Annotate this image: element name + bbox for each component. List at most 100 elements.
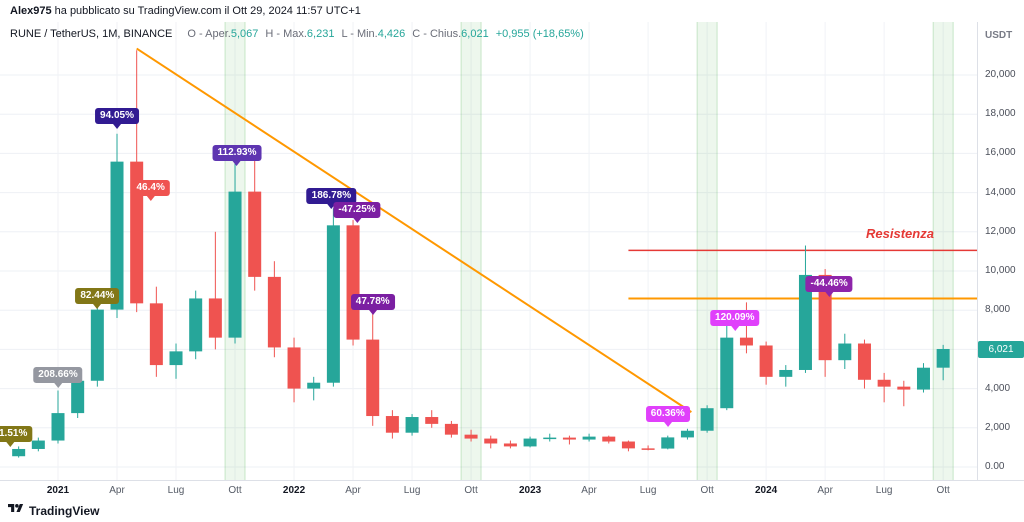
close-label: C - Chius.	[412, 28, 462, 40]
high-value: 6,231	[306, 28, 335, 40]
percent-change-badge[interactable]: -47.25%	[333, 201, 381, 223]
candle-body-2020-11	[12, 448, 26, 457]
brand-name[interactable]: TradingView	[29, 504, 100, 518]
candle-body-2021-09	[208, 298, 222, 338]
candle-body-2021-06	[149, 303, 163, 366]
price-chart-canvas[interactable]	[0, 22, 977, 480]
candle-body-2023-01	[523, 438, 537, 447]
candle-body-2023-06	[621, 441, 635, 449]
candle-body-2021-07	[169, 351, 183, 366]
price-axis[interactable]: USDT 6,021 20,000 18,000 16,000 14,000 12,00…	[977, 22, 1024, 480]
candle-body-2023-12	[739, 337, 753, 346]
percent-change-badge[interactable]: -44.46%	[805, 276, 853, 298]
time-tick-label: Lug	[167, 485, 185, 496]
candle-body-2022-06	[385, 416, 399, 433]
percent-change-badge[interactable]: 120.09%	[710, 309, 760, 331]
price-tick-label: 14,000	[985, 186, 1016, 198]
time-tick-label: Ott	[700, 485, 714, 496]
last-price-tag: 6,021	[978, 340, 1024, 358]
candle-body-2024-10	[936, 348, 950, 368]
time-tick-label: Ott	[936, 485, 950, 496]
candle-body-2023-07	[641, 448, 655, 450]
time-tick-label: Apr	[345, 485, 361, 496]
percent-change-badge[interactable]: 46.4%	[131, 180, 170, 202]
percent-change-badge[interactable]: 47.78%	[350, 294, 395, 316]
change-value: +0,955 (+18,65%)	[495, 28, 584, 40]
publisher-text: ha pubblicato su TradingView.com il Ott …	[51, 5, 361, 17]
candle-body-2022-04	[346, 225, 360, 340]
candle-body-2023-02	[543, 437, 557, 440]
open-value: 5,067	[230, 28, 259, 40]
candle-body-2021-01	[51, 413, 65, 441]
candle-body-2021-05	[130, 161, 144, 304]
candle-body-2022-09	[444, 423, 458, 435]
descending-trendline[interactable]	[136, 47, 692, 413]
candle-body-2023-04	[582, 436, 596, 440]
candle-body-2023-08	[661, 437, 675, 449]
candle-body-2024-08	[897, 386, 911, 390]
candle-body-2021-11	[248, 191, 262, 277]
tradingview-logo-icon[interactable]	[8, 502, 24, 520]
price-tick-label: 12,000	[985, 225, 1016, 237]
candle-body-2024-06	[857, 343, 871, 380]
time-tick-label: Lug	[875, 485, 893, 496]
time-tick-label: Apr	[817, 485, 833, 496]
symbol-title[interactable]: RUNE / TetherUS, 1M, BINANCE	[10, 28, 173, 40]
candle-body-2024-01	[759, 345, 773, 377]
resistance-label[interactable]: Resistenza	[866, 226, 934, 241]
candle-body-2020-12	[31, 440, 45, 449]
time-tick-label: 2023	[518, 485, 542, 496]
percent-change-badge[interactable]: 82.44%	[75, 288, 120, 310]
price-tick-label: 0.00	[985, 461, 1005, 472]
candle-body-2022-10	[464, 434, 478, 439]
candle-body-2023-09	[680, 430, 694, 438]
candle-body-2021-10	[228, 191, 242, 338]
candle-body-2022-11	[484, 438, 498, 444]
candle-body-2021-04	[110, 161, 124, 310]
time-axis[interactable]: 2021 Apr Lug Ott 2022 Apr Lug Ott 2023 Apr Lug Ott 2…	[0, 480, 1024, 500]
candle-body-2024-03	[798, 274, 812, 370]
candle-body-2022-01	[287, 347, 301, 389]
candle-body-2021-03	[90, 309, 104, 381]
time-tick-label: Ott	[228, 485, 242, 496]
percent-change-badge[interactable]: 60.36%	[645, 405, 690, 427]
candle-body-2023-11	[720, 337, 734, 409]
candle-body-2024-05	[838, 343, 852, 361]
high-label: H - Max.	[265, 28, 307, 40]
close-value: 6,021	[461, 28, 489, 40]
price-tick-label: 8,000	[985, 304, 1011, 316]
percent-change-badge[interactable]: 112.93%	[212, 145, 262, 167]
price-tick-label: 2,000	[985, 421, 1011, 433]
candle-body-2021-12	[267, 276, 281, 348]
open-label: O - Aper.	[187, 28, 231, 40]
candle-body-2022-07	[405, 417, 419, 433]
percent-change-badge[interactable]: 11.51%	[0, 426, 33, 448]
october-highlight-band	[461, 22, 482, 480]
time-tick-label: 2022	[282, 485, 306, 496]
price-tick-label: 20,000	[985, 69, 1016, 80]
time-tick-label: Ott	[464, 485, 478, 496]
time-tick-label: 2024	[754, 485, 778, 496]
candle-body-2024-09	[916, 367, 930, 390]
price-tick-label: 10,000	[985, 265, 1016, 276]
time-tick-label: Lug	[403, 485, 421, 496]
time-tick-label: Lug	[639, 485, 657, 496]
candle-body-2022-12	[503, 443, 517, 447]
price-tick-label: 18,000	[985, 108, 1016, 120]
candle-body-2022-03	[326, 225, 340, 383]
percent-change-badge[interactable]: 208.66%	[33, 366, 83, 388]
percent-change-badge[interactable]: 94.05%	[95, 107, 139, 129]
time-tick-label: Apr	[109, 485, 125, 496]
time-tick-label: 2021	[46, 485, 70, 496]
chart-area[interactable]: RUNE / TetherUS, 1M, BINANCE O - Aper.5,0…	[0, 22, 977, 480]
candle-body-2023-05	[602, 436, 616, 442]
publisher-bar: Alex975 ha pubblicato su TradingView.com…	[0, 0, 1024, 22]
candle-body-2024-07	[877, 379, 891, 387]
currency-label: USDT	[985, 30, 1013, 41]
candle-body-2024-02	[779, 369, 793, 377]
symbol-legend: RUNE / TetherUS, 1M, BINANCE O - Aper.5,0…	[10, 28, 584, 40]
price-tick-label: 16,000	[985, 147, 1016, 159]
time-tick-label: Apr	[581, 485, 597, 496]
percent-change-badge[interactable]: 186.78%	[306, 188, 357, 210]
